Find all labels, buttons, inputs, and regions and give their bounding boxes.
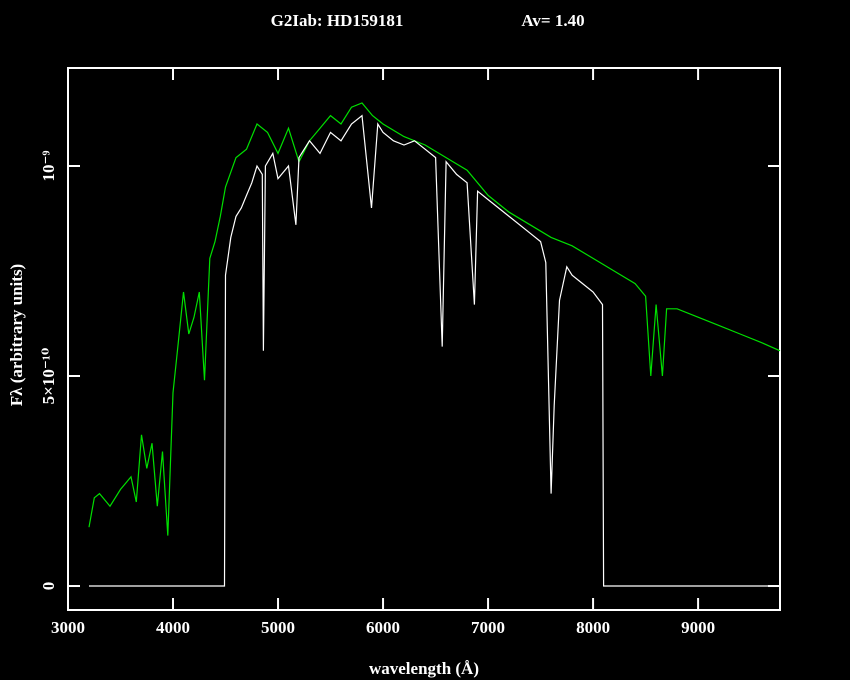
x-tick-label: 8000 [576,618,610,637]
y-tick-label: 5×10⁻¹⁰ [39,348,58,405]
x-tick-label: 5000 [261,618,295,637]
spectrum-line [89,114,780,587]
plot-frame [67,67,781,611]
x-tick-label: 3000 [51,618,85,637]
chart-title: G2Iab: HD159181 [271,11,404,30]
y-tick-label: 0 [39,582,58,591]
x-axis-label: wavelength (Å) [369,659,479,678]
x-tick-label: 6000 [366,618,400,637]
x-tick-label: 4000 [156,618,190,637]
y-axis-label: Fλ (arbitrary units) [7,264,26,406]
x-tick-label: 9000 [681,618,715,637]
spectrum-line [88,102,781,536]
annotation: Av= 1.40 [521,11,584,30]
y-tick-label: 10⁻⁹ [39,150,58,181]
x-tick-label: 7000 [471,618,505,637]
